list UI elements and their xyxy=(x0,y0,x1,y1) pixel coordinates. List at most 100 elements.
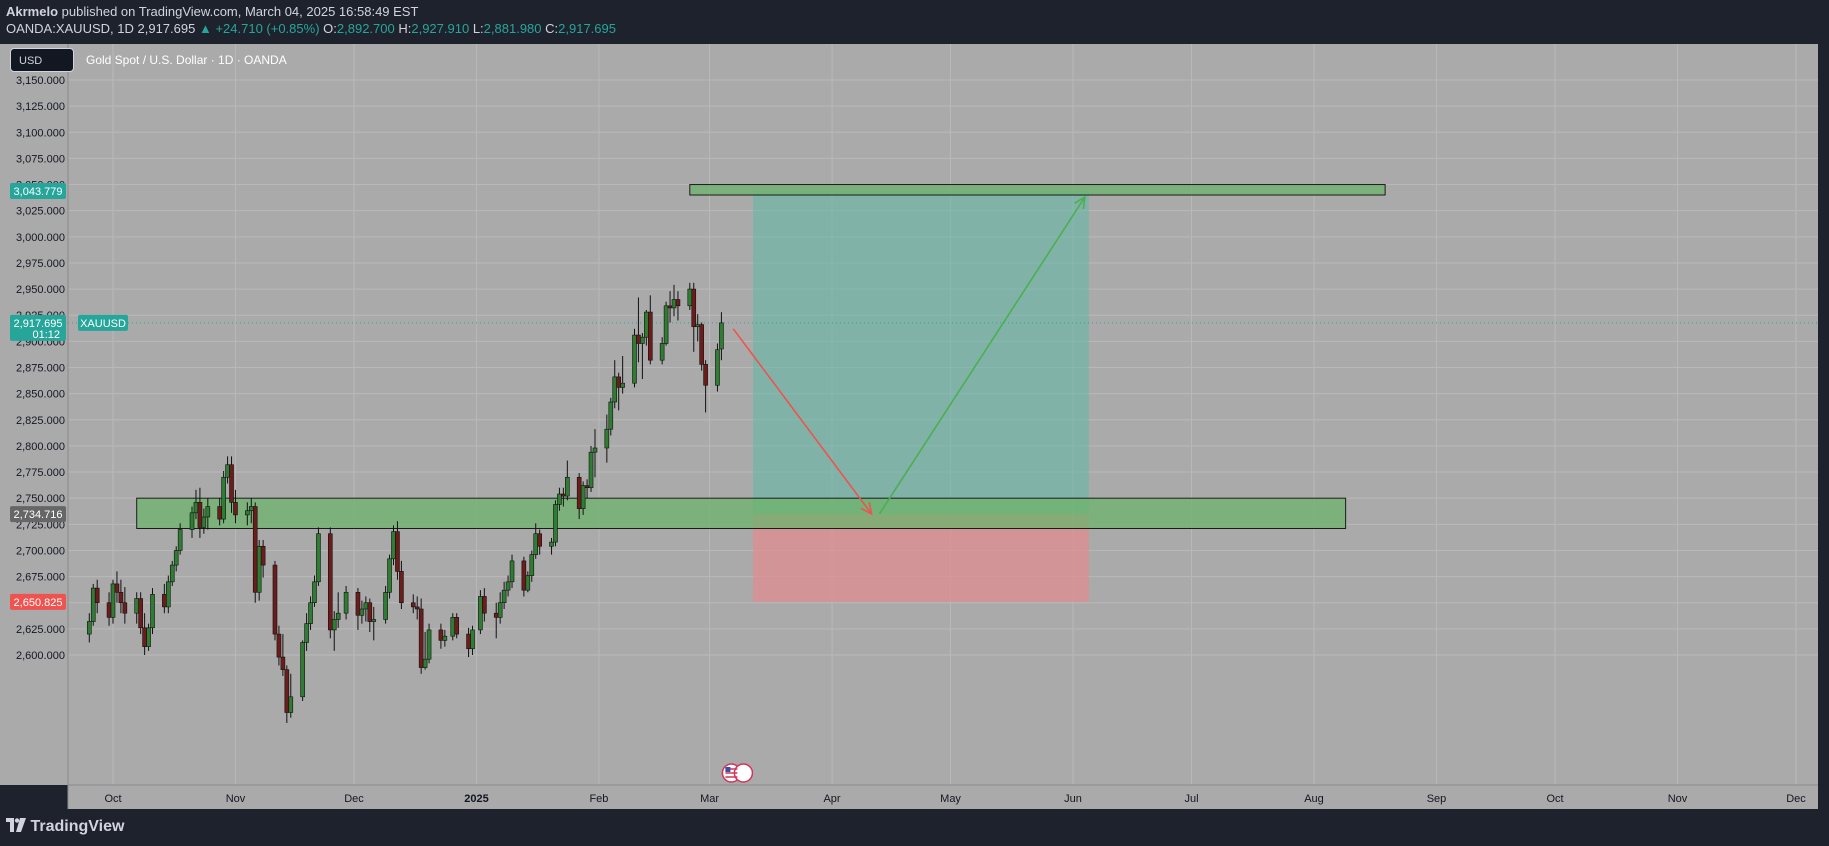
x-tick-label: Mar xyxy=(700,793,719,805)
candle-down xyxy=(584,485,590,489)
candle-down xyxy=(482,596,487,614)
candle-up xyxy=(426,629,432,660)
candle-up xyxy=(363,602,369,610)
y-tick-label: 2,725.000 xyxy=(16,519,65,531)
candle-up xyxy=(343,591,349,614)
candle-up xyxy=(687,288,693,307)
candle-up xyxy=(525,575,531,591)
y-tick-label: 2,875.000 xyxy=(16,363,65,375)
candle-up xyxy=(450,617,456,637)
y-tick-label: 2,625.000 xyxy=(16,624,65,636)
x-tick-label: Apr xyxy=(823,793,840,805)
candle-down xyxy=(233,502,238,516)
candle-down xyxy=(197,502,203,528)
low-label: L: xyxy=(472,21,484,36)
price-change: ▲ +24.710 (+0.85%) xyxy=(198,21,320,36)
y-tick-label: 2,950.000 xyxy=(16,284,65,296)
y-tick-label: 2,800.000 xyxy=(16,441,65,453)
candle-up xyxy=(695,324,701,328)
down-arrow[interactable] xyxy=(732,328,873,515)
candle-down xyxy=(217,506,222,520)
candle-down xyxy=(399,571,404,604)
up-arrow[interactable] xyxy=(878,196,1086,515)
x-tick-label: Nov xyxy=(226,793,246,805)
footer-bar: TradingView xyxy=(0,809,1829,846)
candle-up xyxy=(632,334,637,384)
publisher-name[interactable]: Akrmelo xyxy=(6,4,59,19)
candle-up xyxy=(644,311,649,338)
candle-down xyxy=(94,587,100,604)
chart-area[interactable]: 3,150.0003,125.0003,100.0003,075.0003,05… xyxy=(0,44,1829,809)
countdown-text: 01:12 xyxy=(32,329,60,341)
x-tick-label: Jul xyxy=(1185,793,1199,805)
price-label-badge xyxy=(10,506,66,523)
y-tick-label: 2,700.000 xyxy=(16,545,65,557)
candle-up xyxy=(501,589,507,604)
resistance-zone[interactable] xyxy=(689,184,1386,196)
candle-down xyxy=(118,591,124,604)
candle-up xyxy=(592,447,598,453)
x-tick-label: Jun xyxy=(1064,793,1082,805)
candle-up xyxy=(177,529,183,551)
tradingview-brand[interactable]: TradingView xyxy=(6,818,124,836)
candle-up xyxy=(497,602,503,618)
candle-down xyxy=(466,633,471,650)
candle-up xyxy=(640,336,645,344)
candle-up xyxy=(470,629,475,650)
candle-down xyxy=(418,608,424,668)
candle-up xyxy=(201,516,207,528)
candle-down xyxy=(114,583,120,593)
candle-up xyxy=(288,696,294,713)
publish-line: Akrmelo published on TradingView.com, Ma… xyxy=(6,4,418,19)
candle-down xyxy=(647,311,653,361)
candle-down xyxy=(106,602,112,618)
candle-up xyxy=(671,299,677,309)
candle-up xyxy=(316,533,321,583)
target-box[interactable] xyxy=(753,191,1089,515)
published-text: published on TradingView.com, March 04, … xyxy=(61,4,419,19)
candle-up xyxy=(505,581,511,591)
y-tick-label: 3,025.000 xyxy=(16,206,65,218)
candle-up xyxy=(620,382,625,388)
x-tick-label: Dec xyxy=(1786,793,1806,805)
candle-up xyxy=(612,376,618,403)
candle-down xyxy=(284,669,290,713)
candle-down xyxy=(616,376,621,388)
candle-down xyxy=(367,602,373,622)
candle-down xyxy=(703,364,708,386)
candle-up xyxy=(189,512,195,530)
candle-up xyxy=(331,619,337,631)
open-label: O: xyxy=(323,21,337,36)
candle-down xyxy=(327,533,333,631)
candle-up xyxy=(221,476,226,520)
x-tick-label: Feb xyxy=(589,793,608,805)
candle-down xyxy=(561,493,566,497)
candle-up xyxy=(719,322,724,350)
candle-up xyxy=(205,506,211,518)
candle-down xyxy=(162,594,167,608)
price-chart[interactable]: 3,150.0003,125.0003,100.0003,075.0003,05… xyxy=(0,44,1829,809)
currency-button[interactable]: USD xyxy=(10,48,74,72)
y-tick-label: 3,000.000 xyxy=(16,232,65,244)
candle-up xyxy=(478,596,483,631)
candle-up xyxy=(588,451,594,489)
ohlc-line: OANDA:XAUUSD, 1D 2,917.695 ▲ +24.710 (+0… xyxy=(6,21,616,36)
x-tick-label: 2025 xyxy=(464,793,488,805)
close-label: C: xyxy=(545,21,559,36)
candle-up xyxy=(150,594,155,629)
candle-down xyxy=(521,560,527,591)
candle-down xyxy=(675,299,681,307)
candle-up xyxy=(442,635,448,641)
y-tick-label: 2,600.000 xyxy=(16,650,65,662)
candle-up xyxy=(134,598,140,614)
y-tick-label: 3,075.000 xyxy=(16,153,65,165)
candle-down xyxy=(537,533,542,547)
candle-up xyxy=(608,401,614,430)
high-value: 2,927.910 xyxy=(411,21,470,36)
support-zone[interactable] xyxy=(136,497,1347,530)
candle-up xyxy=(557,493,562,505)
candle-down xyxy=(252,506,258,593)
candle-down xyxy=(272,564,278,635)
candle-down xyxy=(493,612,499,618)
chart-title: Gold Spot / U.S. Dollar · 1D · OANDA xyxy=(86,53,287,67)
